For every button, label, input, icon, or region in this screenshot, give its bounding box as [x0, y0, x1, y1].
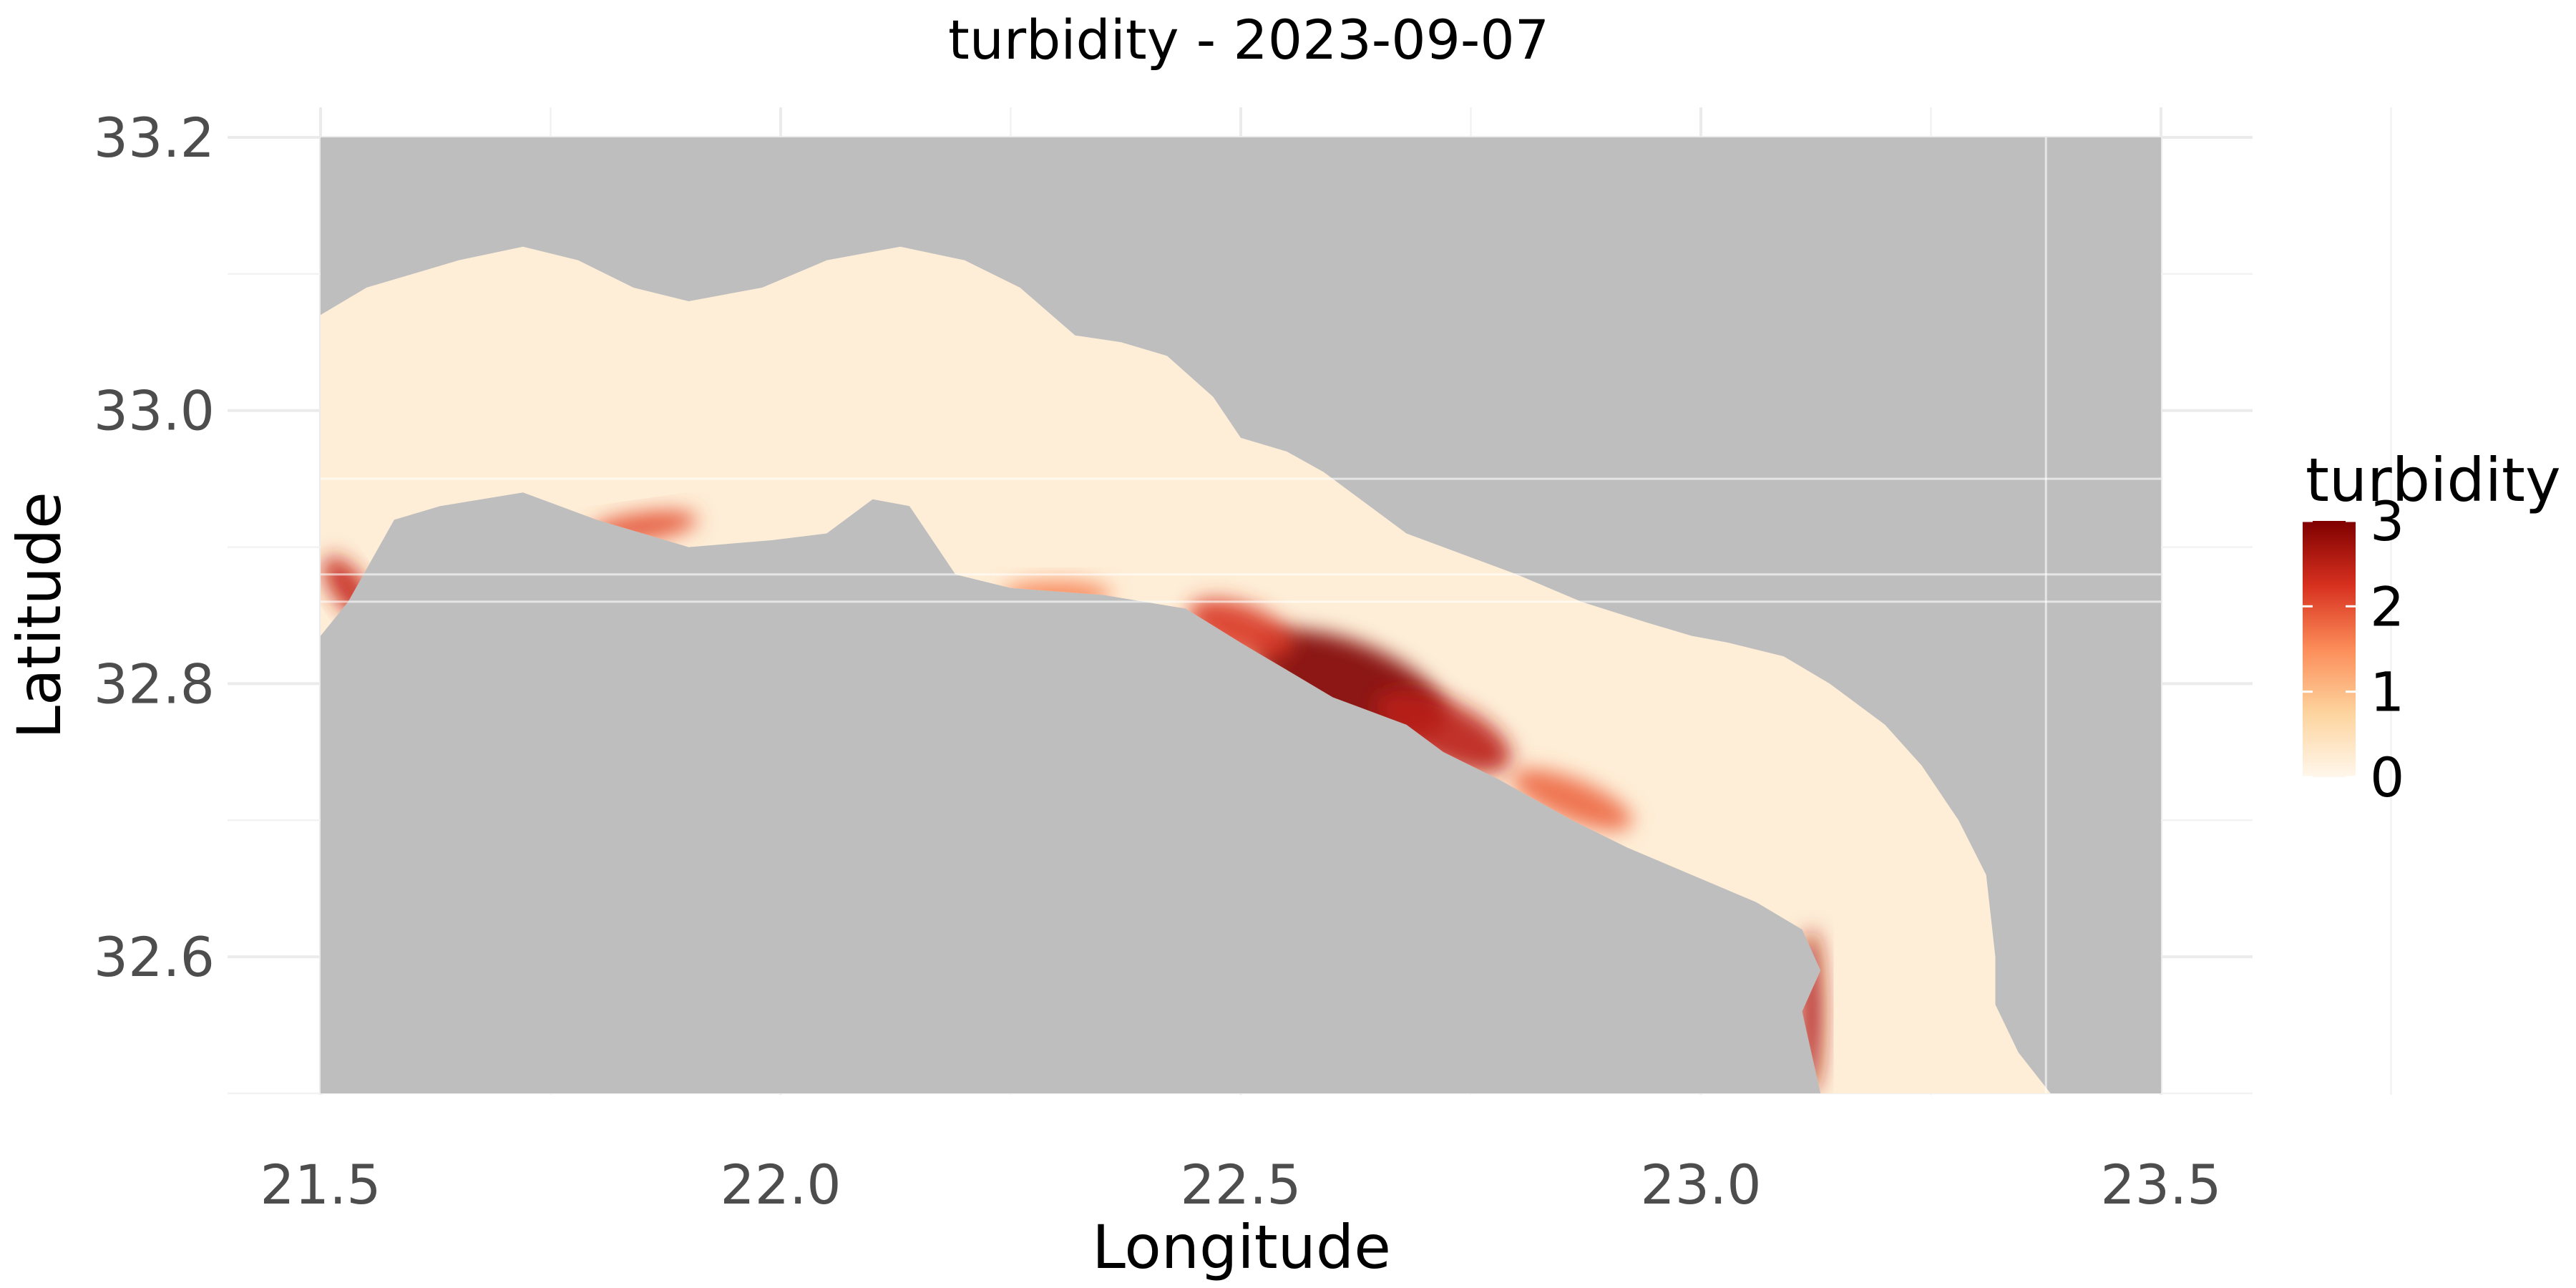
legend-tick-label: 3	[2370, 489, 2404, 553]
x-tick-label: 23.0	[1640, 1153, 1761, 1216]
y-tick-label: 32.8	[94, 652, 215, 716]
legend-colorbar	[2303, 521, 2356, 777]
y-axis-title: Latitude	[4, 492, 74, 739]
legend-title: turbidity	[2306, 445, 2561, 515]
x-axis-ticks: 21.5 22.0 22.5 23.0 23.5	[260, 1153, 2221, 1216]
legend-ticks: 0 1 2 3	[2303, 489, 2404, 809]
legend-tick-label: 2	[2370, 575, 2404, 638]
legend-tick-label: 1	[2370, 660, 2404, 724]
x-tick-label: 22.5	[1180, 1153, 1301, 1216]
y-tick-label: 32.6	[94, 925, 215, 989]
y-axis-ticks: 32.6 32.8 33.0 33.2	[94, 106, 215, 989]
map-panel	[321, 137, 2161, 1093]
x-tick-label: 21.5	[260, 1153, 381, 1216]
turbidity-zone	[1511, 769, 1633, 831]
turbidity-zone	[1375, 690, 1511, 774]
x-tick-label: 22.0	[720, 1153, 841, 1216]
coastal-water-area	[321, 246, 2051, 1093]
legend: turbidity 0 1 2 3	[2303, 445, 2561, 809]
y-tick-label: 33.2	[94, 106, 215, 170]
x-tick-label: 23.5	[2100, 1153, 2221, 1216]
chart-title: turbidity - 2023-09-07	[948, 8, 1549, 72]
x-axis-title: Longitude	[1092, 1212, 1391, 1282]
y-tick-label: 33.0	[94, 379, 215, 443]
turbidity-zone	[1188, 599, 1294, 659]
legend-tick-label: 0	[2370, 746, 2404, 809]
